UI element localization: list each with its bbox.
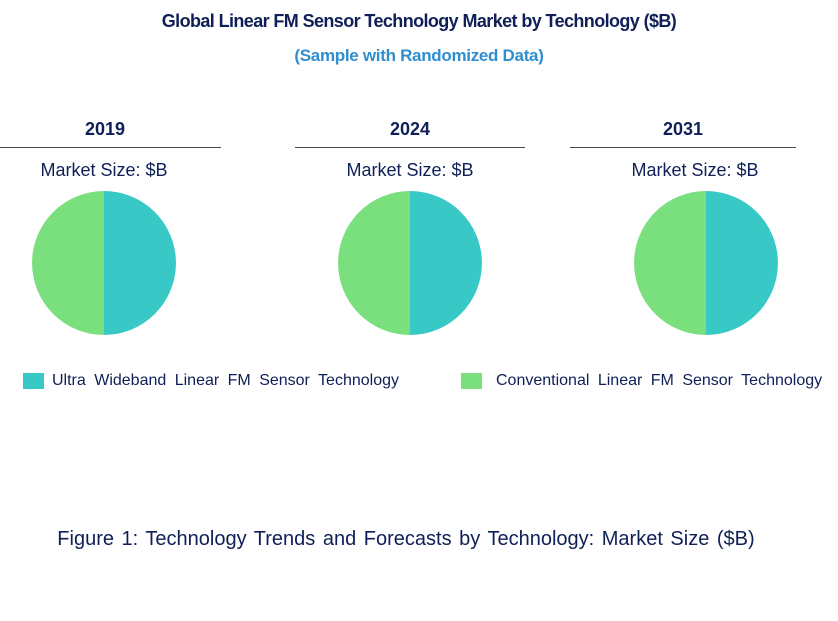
legend-item-conventional: Conventional Linear FM Sensor Technology [461, 372, 822, 390]
year-divider-2031 [570, 147, 796, 148]
pie-slice-2031-ultra-wideband [706, 191, 778, 335]
year-divider-2024 [295, 147, 525, 148]
pie-slice-2024-ultra-wideband [410, 191, 482, 335]
year-divider-2019 [0, 147, 221, 148]
chart-title: Global Linear FM Sensor Technology Marke… [161, 11, 677, 31]
legend-item-ultra-wideband: Ultra Wideband Linear FM Sensor Technolo… [23, 372, 399, 390]
legend-swatch-conventional [461, 373, 482, 389]
pie-slice-2024-conventional [338, 191, 410, 335]
year-label-2031: 2031 [662, 119, 704, 139]
pie-slice-2019-ultra-wideband [104, 191, 176, 335]
legend-swatch-ultra-wideband [23, 373, 44, 389]
figure-caption: Figure 1: Technology Trends and Forecast… [57, 528, 755, 550]
year-label-2024: 2024 [389, 119, 431, 139]
pie-slice-2031-conventional [634, 191, 706, 335]
market-size-label-2019: Market Size: $B [40, 160, 168, 180]
year-label-2019: 2019 [84, 119, 126, 139]
market-size-label-2031: Market Size: $B [631, 160, 759, 180]
pie-slice-2019-conventional [32, 191, 104, 335]
market-size-label-2024: Market Size: $B [346, 160, 474, 180]
legend-label-conventional: Conventional Linear FM Sensor Technology [496, 372, 823, 389]
legend-label-ultra-wideband: Ultra Wideband Linear FM Sensor Technolo… [52, 372, 399, 389]
chart-subtitle: (Sample with Randomized Data) [294, 46, 544, 65]
